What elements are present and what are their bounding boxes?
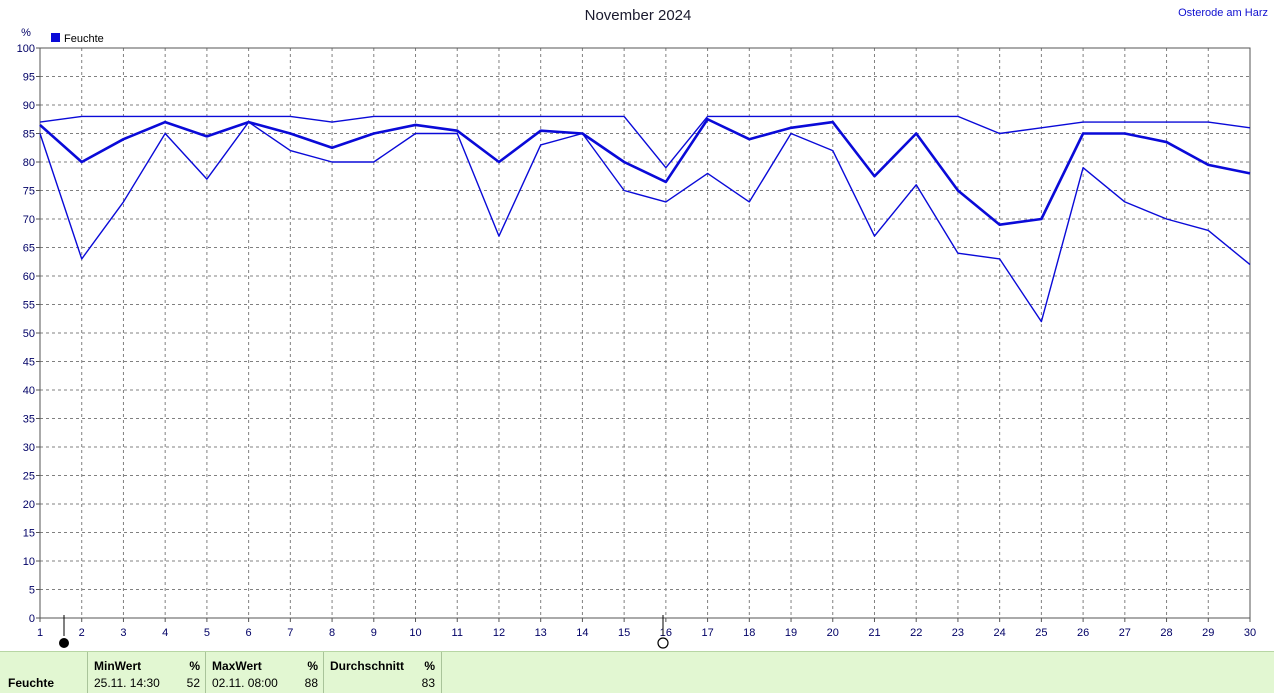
y-tick-label: 75 <box>23 186 35 198</box>
x-tick-label: 14 <box>576 627 588 639</box>
series-line-0 <box>39 115 1251 169</box>
x-tick-label: 28 <box>1160 627 1172 639</box>
y-tick-label: 25 <box>23 471 35 483</box>
stats-bar: Feuchte MinWert % 25.11. 14:30 52 MaxWer… <box>0 651 1274 693</box>
x-tick-label: 5 <box>204 627 210 639</box>
y-tick-label: 15 <box>23 528 35 540</box>
y-axis-unit: % <box>21 27 31 39</box>
x-tick-label: 9 <box>371 627 377 639</box>
stat-max-header: MaxWert <box>212 659 262 673</box>
x-tick-label: 12 <box>493 627 505 639</box>
x-tick-label: 1 <box>37 627 43 639</box>
grid-lines <box>40 48 1250 618</box>
y-tick-label: 30 <box>23 442 35 454</box>
y-tick-label: 5 <box>29 585 35 597</box>
x-tick-label: 19 <box>785 627 797 639</box>
stat-avg-value: 83 <box>421 676 435 690</box>
x-tick-label: 11 <box>452 627 463 639</box>
plot-frame <box>39 47 1251 619</box>
x-tick-label: 3 <box>120 627 126 639</box>
y-tick-label: 60 <box>23 271 35 283</box>
x-axis-ticks: 1 2 3 4 5 6 7 8 9 10 11 12 13 14 15 16 17 18 19 20 21 22 23 24 2… <box>37 618 1256 639</box>
x-tick-label: 17 <box>701 627 713 639</box>
series-lines <box>39 115 1251 323</box>
stat-min-header: MinWert <box>94 659 142 673</box>
y-axis-ticks: 0 5 10 15 20 25 30 35 40 45 50 55 60 65 70 75 80 85 90 95 10… <box>17 43 40 625</box>
cursor-marker-icon[interactable] <box>657 637 669 649</box>
legend: Feuchte <box>51 33 104 45</box>
x-tick-label: 15 <box>618 627 630 639</box>
x-tick-label: 27 <box>1119 627 1131 639</box>
x-tick-label: 24 <box>994 627 1006 639</box>
stat-max-value: 88 <box>304 676 318 690</box>
series-line-2 <box>39 121 1251 323</box>
humidity-chart: November 2024 Osterode am Harz % Feuchte… <box>17 7 1268 649</box>
x-tick-label: 18 <box>743 627 755 639</box>
x-tick-label: 26 <box>1077 627 1089 639</box>
x-tick-label: 13 <box>535 627 547 639</box>
x-tick-label: 20 <box>827 627 839 639</box>
y-tick-label: 35 <box>23 414 35 426</box>
y-tick-label: 100 <box>17 43 35 55</box>
x-tick-label: 10 <box>409 627 421 639</box>
stats-series-label: Feuchte <box>8 676 55 690</box>
stat-avg: Durchschnitt % 83 <box>323 652 442 693</box>
legend-swatch <box>51 33 60 42</box>
stat-max-time: 02.11. 08:00 <box>212 676 278 690</box>
y-tick-label: 95 <box>23 72 35 84</box>
x-tick-label: 23 <box>952 627 964 639</box>
x-tick-label: 29 <box>1202 627 1214 639</box>
stat-max-unit: % <box>307 659 318 673</box>
y-tick-label: 20 <box>23 499 35 511</box>
y-tick-label: 50 <box>23 328 35 340</box>
x-tick-label: 7 <box>287 627 293 639</box>
stat-avg-header: Durchschnitt <box>330 659 405 673</box>
y-tick-label: 90 <box>23 100 35 112</box>
y-tick-label: 85 <box>23 129 35 141</box>
stat-min-time: 25.11. 14:30 <box>94 676 160 690</box>
y-tick-label: 40 <box>23 385 35 397</box>
x-tick-label: 2 <box>79 627 85 639</box>
y-tick-label: 65 <box>23 243 35 255</box>
start-marker-icon[interactable] <box>59 638 69 648</box>
x-tick-label: 22 <box>910 627 922 639</box>
stat-min-value: 52 <box>186 676 200 690</box>
scroll-markers <box>59 615 669 649</box>
series-line-1 <box>39 117 1251 226</box>
y-tick-label: 70 <box>23 214 35 226</box>
y-tick-label: 80 <box>23 157 35 169</box>
y-tick-label: 10 <box>23 556 35 568</box>
x-tick-label: 25 <box>1035 627 1047 639</box>
legend-entry-feuchte: Feuchte <box>64 33 104 45</box>
y-tick-label: 45 <box>23 357 35 369</box>
stat-min-unit: % <box>189 659 200 673</box>
x-tick-label: 6 <box>246 627 252 639</box>
x-tick-label: 4 <box>162 627 168 639</box>
y-tick-label: 0 <box>29 613 35 625</box>
location-label: Osterode am Harz <box>1178 7 1268 19</box>
x-tick-label: 30 <box>1244 627 1256 639</box>
x-tick-label: 8 <box>329 627 335 639</box>
stat-min: MinWert % 25.11. 14:30 52 <box>87 652 206 693</box>
stat-avg-unit: % <box>424 659 435 673</box>
y-tick-label: 55 <box>23 300 35 312</box>
x-tick-label: 16 <box>660 627 672 639</box>
chart-title: November 2024 <box>585 7 692 24</box>
x-tick-label: 21 <box>868 627 880 639</box>
stat-max: MaxWert % 02.11. 08:00 88 <box>205 652 324 693</box>
